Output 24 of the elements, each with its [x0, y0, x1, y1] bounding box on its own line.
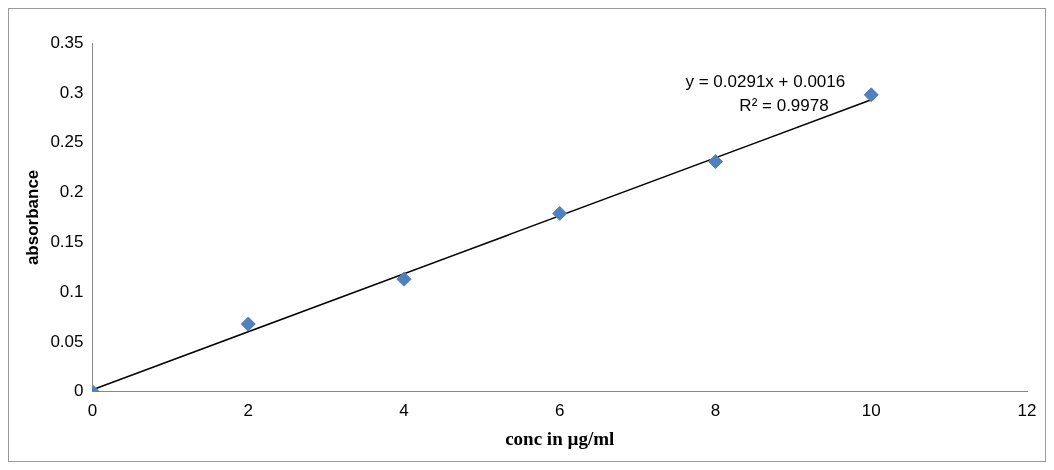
x-tick-label: 12 [1017, 400, 1037, 420]
point [240, 316, 256, 332]
x-tick-label: 6 [555, 400, 565, 420]
x-tick-label: 0 [87, 400, 98, 420]
point [396, 271, 412, 287]
y-tick-label: 0.15 [50, 232, 84, 251]
y-axis-title: absorbance [22, 169, 42, 266]
y-tick-label: 0.3 [59, 82, 84, 102]
y-tick-label: 0.25 [50, 132, 84, 152]
x-tick-label: 2 [243, 400, 253, 420]
y-tick-label: 0 [74, 381, 84, 401]
annotation: y = 0.0291x + 0.0016 [685, 72, 846, 91]
point [708, 154, 723, 170]
annotation: R² = 0.9978 [739, 96, 829, 115]
x-tick-label: 8 [710, 400, 721, 420]
y-tick-label: 0.1 [59, 281, 84, 301]
point [863, 87, 879, 103]
y-tick-label: 0.2 [59, 182, 84, 202]
y-tick-label: 0.35 [50, 32, 84, 52]
point [552, 205, 568, 221]
x-axis-title: conc in µg/ml [505, 427, 615, 449]
y-tick-label: 0.05 [50, 331, 84, 351]
x-tick-label: 10 [861, 400, 881, 420]
x-tick-label: 4 [399, 400, 409, 420]
